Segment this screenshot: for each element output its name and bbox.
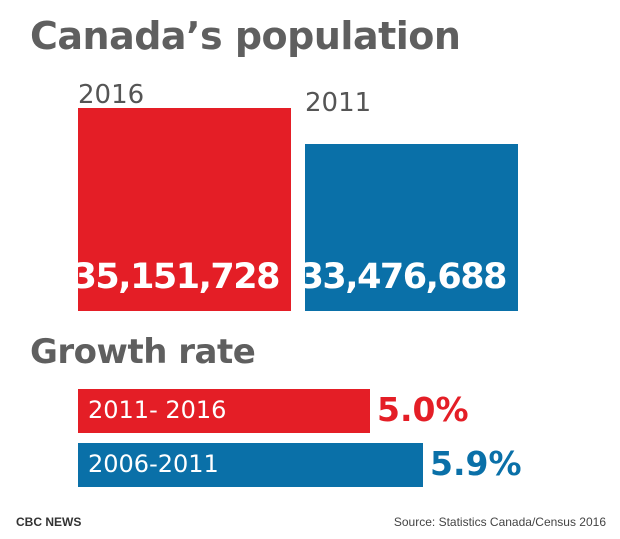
population-bar-2016: 35,151,728	[73, 108, 291, 311]
growth-bar-2011-2016: 2011- 2016	[78, 389, 370, 433]
growth-value-2011-2016: 5.0%	[377, 390, 469, 429]
growth-period-label-2006-2011: 2006-2011	[88, 450, 219, 478]
population-value-2016: 35,151,728	[72, 257, 281, 297]
growth-bar-2006-2011: 2006-2011	[78, 443, 423, 487]
source-note: Source: Statistics Canada/Census 2016	[393, 515, 606, 529]
population-bar-2011: 33,476,688	[300, 144, 518, 311]
cbc-news-credit: CBC NEWS	[16, 515, 82, 529]
population-value-2011: 33,476,688	[299, 257, 508, 297]
growth-period-label-2011-2016: 2011- 2016	[88, 396, 227, 424]
growth-value-2006-2011: 5.9%	[430, 444, 522, 483]
pop-year-label-2011: 2011	[305, 88, 372, 118]
growth-rate-title: Growth rate	[30, 332, 256, 372]
chart-title: Canada’s population	[30, 14, 461, 58]
pop-year-label-2016: 2016	[78, 80, 145, 110]
